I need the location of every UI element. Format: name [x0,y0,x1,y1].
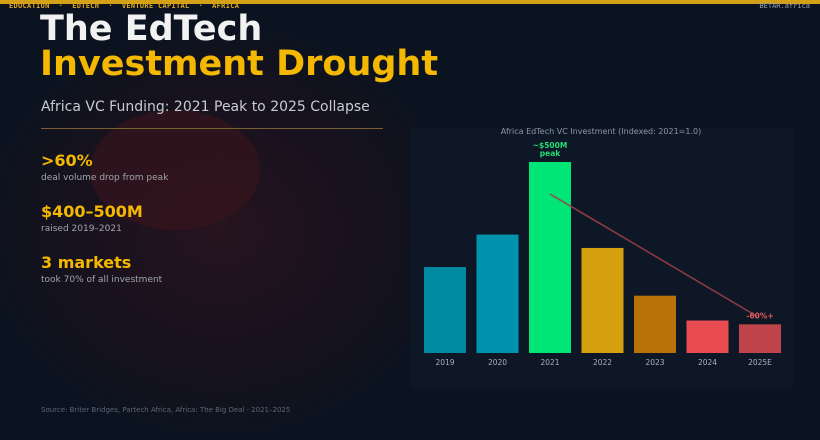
bar-2019 [424,267,466,353]
x-tick-label: 2021 [540,358,559,367]
x-tick-label: 2020 [488,358,507,367]
x-tick-label: 2023 [645,358,664,367]
stat-markets: 3 markets took 70% of all investment [41,253,162,285]
subtitle: Africa VC Funding: 2021 Peak to 2025 Col… [41,99,370,115]
trend-arrow [549,193,758,318]
source-note: Source: Briter Bridges, Partech Africa, … [41,406,291,414]
bar-chart: Africa EdTech VC Investment (Indexed: 20… [424,127,781,367]
background-glow [0,20,460,440]
annotation-2025E: -60%+ [746,311,773,320]
title-line-1: The EdTech [40,9,263,49]
x-tick-label: 2022 [593,358,612,367]
stat-raised: $400–500M raised 2019–2021 [41,202,143,234]
category-tags: EDUCATION · EDTECH · VENTURE CAPITAL · A… [9,2,240,10]
stat-label: raised 2019–2021 [41,224,122,234]
stat-label: deal volume drop from peak [41,173,169,183]
x-tick-label: 2019 [435,358,454,367]
brand-label: BETAR.africa [759,2,810,10]
x-tick-label: 2025E [748,358,772,367]
chart-title: Africa EdTech VC Investment (Indexed: 20… [501,127,701,136]
annotation-2021: peak [540,149,562,158]
annotation-2021: ~$500M [533,141,568,150]
top-accent-bar [0,0,820,4]
title-line-2: Investment Drought [40,44,439,84]
stat-value: >60% [41,151,93,170]
stat-value: $400–500M [41,202,143,221]
bar-2022 [581,247,624,353]
bar-2020 [476,234,519,353]
stat-label: took 70% of all investment [41,275,163,285]
bar-2021 [529,162,571,353]
bar-2024 [686,320,729,353]
divider [41,128,383,129]
background-glow [90,110,260,230]
x-tick-label: 2024 [698,358,717,367]
stat-value: 3 markets [41,253,132,272]
bar-2025E [739,324,781,353]
bar-2023 [634,295,676,353]
stat-deal-volume: >60% deal volume drop from peak [41,151,168,183]
